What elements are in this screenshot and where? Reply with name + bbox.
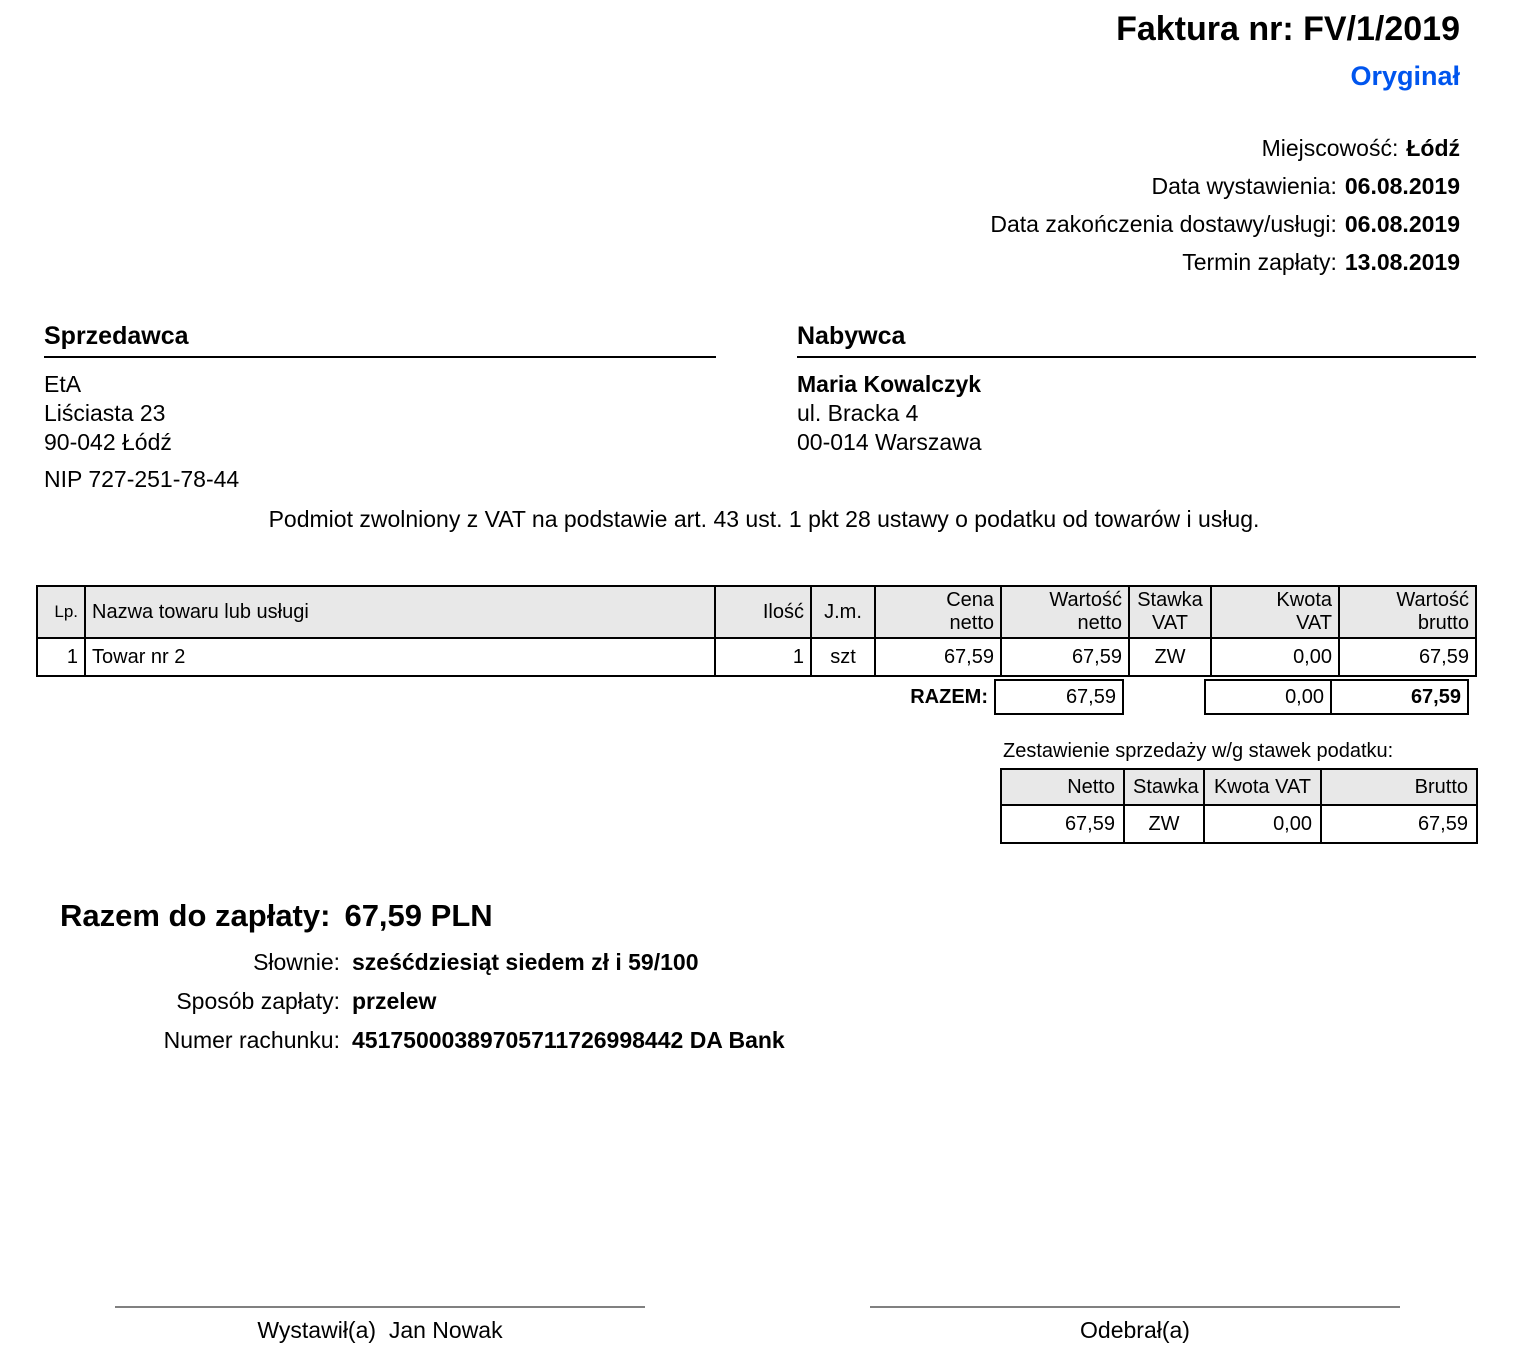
grand-total-label: Razem do zapłaty: [60,898,331,933]
vat-summary-header-row: Netto Stawka Kwota VAT Brutto [1000,768,1478,806]
col-header-lp: Lp. [36,585,86,639]
col-header-unit: J.m. [810,585,876,639]
due-date-value: 13.08.2019 [1344,249,1460,275]
items-header-row: Lp. Nazwa towaru lub usługi Ilość J.m. C… [36,585,1477,639]
buyer-city: 00-014 Warszawa [797,429,982,455]
meta-row-place: Miejscowość: Łódź [990,129,1460,167]
summary-net: 67,59 [1000,804,1125,844]
total-gross: 67,59 [1330,679,1469,715]
item-qty: 1 [714,637,812,677]
seller-street: Liściasta 23 [44,400,166,426]
item-unit-net: 67,59 [874,637,1002,677]
issuer-signature: Wystawił(a) Jan Nowak [115,1306,645,1344]
grand-total: Razem do zapłaty: 67,59 PLN [60,898,493,934]
grand-total-amount: 67,59 PLN [344,898,493,933]
account-number-value: 45175000389705711726998442 DA Bank [352,1027,785,1053]
summary-gross: 67,59 [1320,804,1478,844]
amount-in-words-label: Słownie: [253,949,340,975]
seller-city: 90-042 Łódź [44,429,172,455]
vat-exemption-note: Podmiot zwolniony z VAT na podstawie art… [268,506,1260,532]
col-header-name: Nazwa towaru lub usługi [84,585,716,639]
seller-nip: NIP 727-251-78-44 [44,466,240,492]
col-header-qty: Ilość [714,585,812,639]
invoice-copy-type: Oryginał [1350,61,1460,91]
summary-col-rate: Stawka [1123,768,1205,806]
meta-row-due-date: Termin zapłaty: 13.08.2019 [990,243,1460,281]
total-vat-amount: 0,00 [1204,679,1332,715]
account-number-row: Numer rachunku: 451750003897057117269984… [0,1021,785,1060]
amount-in-words-row: Słownie: sześćdziesiąt siedem zł i 59/10… [0,943,785,982]
vat-summary-caption: Zestawienie sprzedaży w/g stawek podatku… [1003,740,1394,762]
summary-col-gross: Brutto [1320,768,1478,806]
summary-col-net: Netto [1000,768,1125,806]
item-lp: 1 [36,637,86,677]
items-table: Lp. Nazwa towaru lub usługi Ilość J.m. C… [36,585,1477,677]
meta-row-delivery-date: Data zakończenia dostawy/usługi: 06.08.20… [990,205,1460,243]
delivery-date-label: Data zakończenia dostawy/usługi: [990,211,1337,237]
invoice-header: Faktura nr: FV/1/2019 Oryginał [1116,8,1460,92]
summary-rate: ZW [1123,804,1205,844]
payment-details: Słownie: sześćdziesiąt siedem zł i 59/10… [0,943,785,1060]
vat-summary-table: Netto Stawka Kwota VAT Brutto 67,59 ZW 0… [1000,768,1478,844]
due-date-label: Termin zapłaty: [1182,249,1337,275]
receiver-signature: Odebrał(a) [870,1306,1400,1344]
delivery-date-value: 06.08.2019 [1344,211,1460,237]
item-unit: szt [810,637,876,677]
place-value: Łódź [1406,135,1460,161]
summary-vat-amount: 0,00 [1203,804,1322,844]
col-header-vat-amount: Kwota VAT [1210,585,1340,639]
invoice-meta: Miejscowość: Łódź Data wystawienia: 06.08.… [990,129,1460,281]
payment-method-value: przelew [352,988,437,1014]
item-name: Towar nr 2 [84,637,716,677]
seller-name: EtA [44,371,82,397]
item-gross: 67,59 [1338,637,1477,677]
table-row: 67,59 ZW 0,00 67,59 [1000,804,1478,844]
buyer-address: Maria Kowalczyk ul. Bracka 4 00-014 Wars… [797,370,1476,457]
buyer-heading: Nabywca [797,322,1476,358]
issue-date-label: Data wystawienia: [1151,173,1337,199]
buyer-section: Nabywca Maria Kowalczyk ul. Bracka 4 00-… [797,322,1476,457]
buyer-name: Maria Kowalczyk [797,371,982,397]
amount-in-words-value: sześćdziesiąt siedem zł i 59/100 [352,949,699,975]
seller-section: Sprzedawca EtA Liściasta 23 90-042 Łódź … [44,322,716,493]
item-vat-rate: ZW [1128,637,1212,677]
col-header-net: Wartość netto [1000,585,1130,639]
seller-address: EtA Liściasta 23 90-042 Łódź [44,370,716,457]
total-label: RAZEM: [910,686,988,708]
item-vat-amount: 0,00 [1210,637,1340,677]
col-header-vat-rate: Stawka VAT [1128,585,1212,639]
meta-row-issue-date: Data wystawienia: 06.08.2019 [990,167,1460,205]
payment-method-row: Sposób zapłaty: przelew [0,982,785,1021]
payment-method-label: Sposób zapłaty: [176,988,340,1014]
col-header-gross: Wartość brutto [1338,585,1477,639]
issue-date-value: 06.08.2019 [1344,173,1460,199]
buyer-street: ul. Bracka 4 [797,400,919,426]
place-label: Miejscowość: [1261,135,1399,161]
item-net: 67,59 [1000,637,1130,677]
items-total-row: RAZEM: 67,59 0,00 67,59 [36,679,1469,715]
vat-summary-section: Zestawienie sprzedaży w/g stawek podatku… [1000,740,1478,844]
col-header-unit-net: Cena netto [874,585,1002,639]
seller-heading: Sprzedawca [44,322,716,358]
account-number-label: Numer rachunku: [163,1027,340,1053]
table-row: 1 Towar nr 2 1 szt 67,59 67,59 ZW 0,00 6… [36,637,1477,677]
summary-col-vat-amount: Kwota VAT [1203,768,1322,806]
total-gap [1124,679,1204,715]
total-net: 67,59 [994,679,1124,715]
invoice-title: Faktura nr: FV/1/2019 [1116,10,1460,48]
